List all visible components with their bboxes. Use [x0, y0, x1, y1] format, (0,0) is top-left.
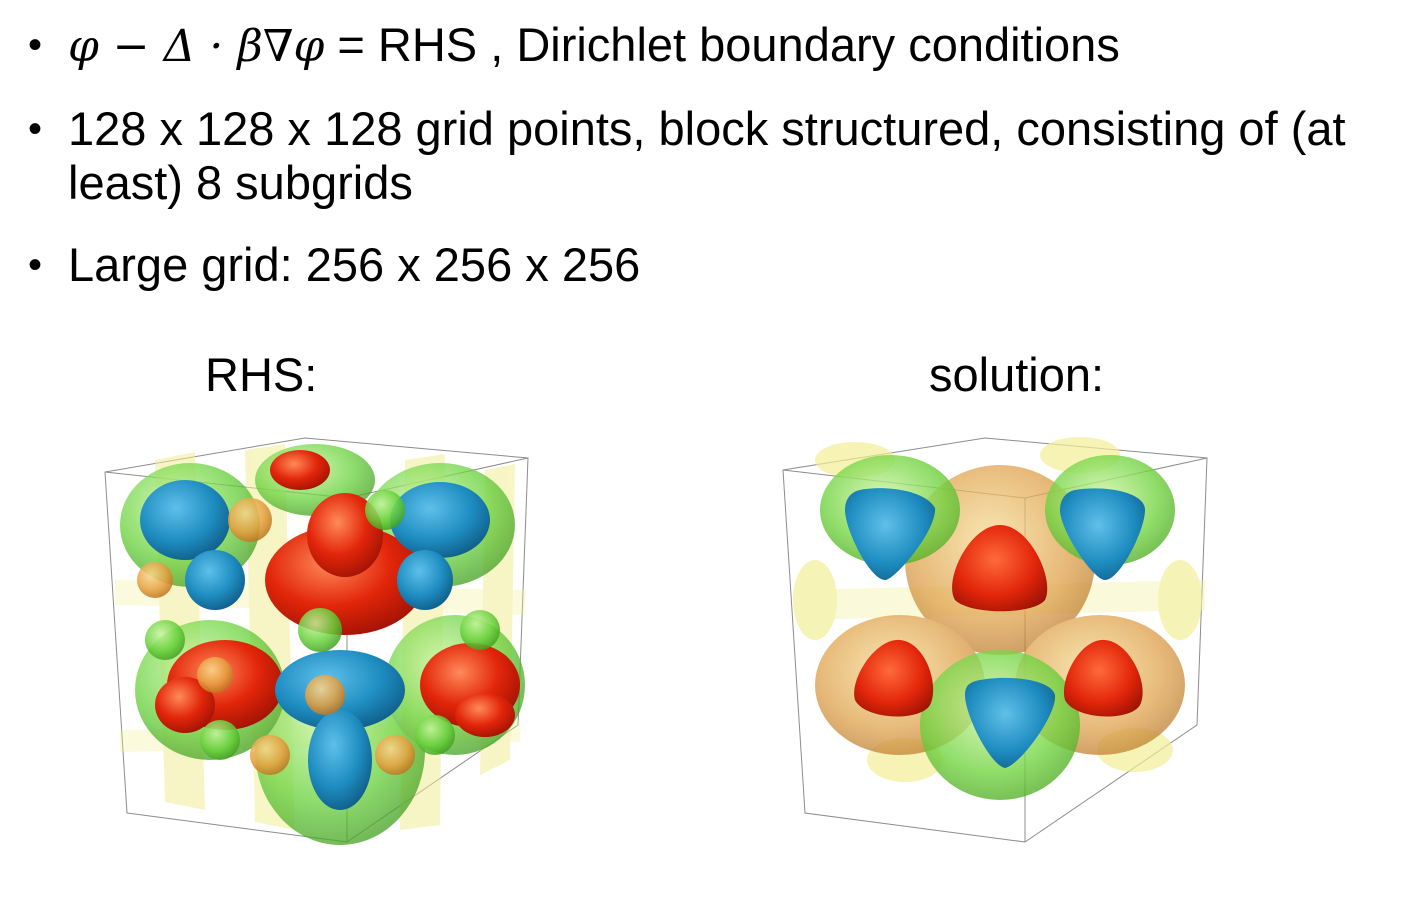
equation-text: = RHS , Dirichlet boundary conditions [324, 18, 1120, 71]
rhs-blue-lobes [140, 480, 490, 810]
bullet-large-grid: • Large grid: 256 x 256 x 256 [28, 238, 1398, 292]
solution-caption: solution: [929, 348, 1105, 401]
grid-points-text: 128 x 128 x 128 grid points, block struc… [68, 102, 1346, 209]
rhs-visualization [104, 437, 529, 845]
rhs-caption: RHS: [205, 348, 318, 401]
bullet-grid-points: • 128 x 128 x 128 grid points, block str… [28, 102, 1398, 210]
equation-math: φ − Δ · β∇φ [68, 21, 325, 72]
bullet-equation: • φ − Δ · β∇φ = RHS , Dirichlet boundary… [28, 18, 1398, 74]
rhs-red-lobes [155, 450, 520, 737]
bullet-list: • φ − Δ · β∇φ = RHS , Dirichlet boundary… [28, 18, 1398, 320]
bullet-dot: • [28, 23, 43, 67]
solution-red-lobes [854, 525, 1143, 717]
bullet-dot: • [28, 107, 43, 151]
large-grid-text: Large grid: 256 x 256 x 256 [68, 238, 641, 291]
solution-visualization [782, 437, 1208, 843]
bullet-dot: • [28, 243, 43, 287]
solution-blue-lobes [845, 488, 1145, 768]
rhs-small-spheres [137, 490, 500, 775]
